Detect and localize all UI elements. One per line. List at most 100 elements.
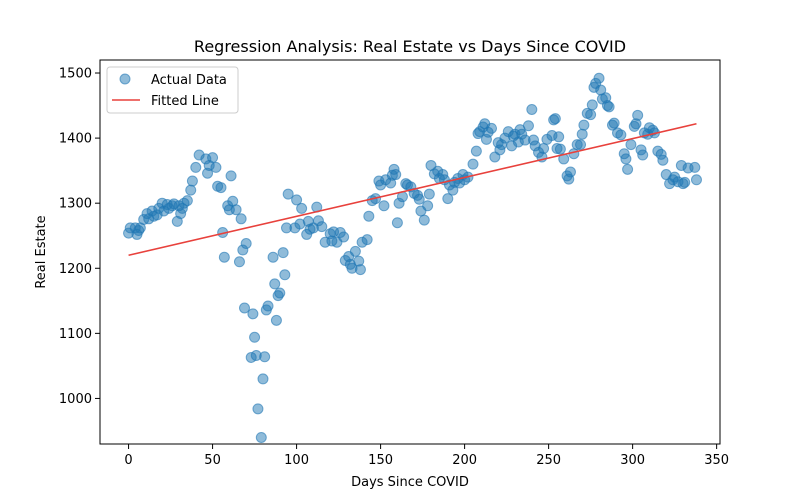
y-tick-label: 1300: [59, 197, 92, 212]
data-point: [363, 210, 375, 222]
data-point: [215, 182, 227, 194]
x-tick-label: 0: [124, 453, 132, 468]
data-point: [625, 139, 637, 151]
data-point: [679, 176, 691, 188]
x-tick-label: 200: [452, 453, 477, 468]
y-tick-label: 1400: [59, 132, 92, 147]
data-point: [413, 193, 425, 205]
data-point: [538, 143, 550, 155]
data-point: [233, 256, 245, 268]
data-point: [338, 231, 350, 243]
data-point: [593, 72, 605, 84]
data-point: [239, 302, 250, 314]
data-point: [576, 128, 588, 140]
data-point: [637, 149, 649, 161]
data-point: [210, 161, 222, 173]
data-point: [632, 109, 644, 121]
data-point: [349, 245, 361, 257]
data-point: [554, 143, 566, 155]
data-point: [585, 109, 597, 121]
x-tick-label: 300: [620, 453, 645, 468]
data-point: [181, 195, 193, 207]
plot-frame: [99, 59, 721, 445]
data-point: [249, 331, 261, 343]
data-point: [689, 161, 701, 173]
legend-label-fitted: Fitted Line: [151, 94, 219, 109]
data-point: [526, 103, 538, 115]
data-point: [269, 278, 281, 290]
x-axis-label: Days Since COVID: [351, 475, 469, 490]
data-point: [470, 145, 482, 157]
y-tick-label: 1100: [59, 327, 92, 342]
data-point: [620, 153, 632, 165]
data-point: [279, 269, 291, 281]
y-tick-label: 1500: [59, 67, 92, 82]
data-point: [259, 351, 271, 363]
data-point: [522, 120, 534, 132]
fitted-line: [128, 123, 697, 257]
data-point: [418, 214, 430, 226]
data-point: [608, 117, 620, 129]
legend-box: [106, 66, 239, 114]
chart-title: Regression Analysis: Real Estate vs Days…: [194, 37, 626, 56]
data-point: [235, 213, 247, 225]
data-point: [422, 200, 434, 212]
scatter-points: [123, 72, 702, 443]
data-point: [255, 431, 267, 443]
data-point: [240, 238, 252, 250]
data-point: [190, 161, 202, 173]
data-point: [257, 373, 269, 385]
data-point: [186, 175, 198, 187]
legend-label-actual: Actual Data: [151, 73, 227, 88]
data-point: [690, 174, 702, 186]
x-tick-label: 250: [536, 453, 561, 468]
data-point: [270, 314, 282, 326]
data-point: [354, 264, 366, 276]
data-point: [296, 202, 308, 214]
data-point: [586, 99, 598, 111]
data-point: [622, 163, 634, 175]
data-point: [277, 247, 289, 259]
data-point: [252, 403, 264, 415]
data-point: [225, 170, 237, 182]
data-point: [442, 193, 454, 205]
data-point: [378, 200, 390, 212]
x-tick-label: 50: [204, 453, 221, 468]
legend: Actual Data Fitted Line: [106, 66, 239, 114]
data-point: [247, 308, 259, 320]
data-point: [185, 184, 197, 196]
y-tick-label: 1000: [59, 392, 92, 407]
data-point: [657, 154, 669, 166]
data-point: [467, 158, 479, 170]
x-axis-ticks: 0 50 100 150 200 250 300 350: [124, 444, 729, 468]
data-point: [615, 129, 627, 141]
y-axis-ticks: 1000 1100 1200 1300 1400 1500: [59, 67, 100, 407]
x-tick-label: 350: [704, 453, 729, 468]
data-point: [549, 113, 561, 125]
plot-area: [100, 60, 720, 444]
data-point: [218, 251, 230, 263]
data-point: [316, 221, 328, 233]
x-tick-label: 150: [368, 453, 393, 468]
data-point: [578, 119, 590, 131]
data-point: [262, 300, 274, 312]
data-point: [267, 251, 279, 263]
data-point: [291, 194, 303, 206]
data-point: [553, 131, 565, 143]
x-tick-label: 100: [284, 453, 309, 468]
data-point: [207, 152, 219, 164]
data-point: [575, 139, 587, 151]
legend-scatter-marker: [119, 73, 131, 85]
y-axis-label: Real Estate: [34, 215, 49, 288]
data-point: [390, 169, 402, 181]
data-point: [603, 101, 615, 113]
data-point: [361, 234, 373, 246]
fitted-line-layer: [128, 123, 697, 257]
data-point: [564, 166, 576, 178]
data-point: [391, 217, 403, 229]
data-point: [423, 188, 435, 200]
data-point: [485, 122, 497, 134]
y-tick-label: 1200: [59, 262, 92, 277]
data-point: [282, 188, 294, 200]
